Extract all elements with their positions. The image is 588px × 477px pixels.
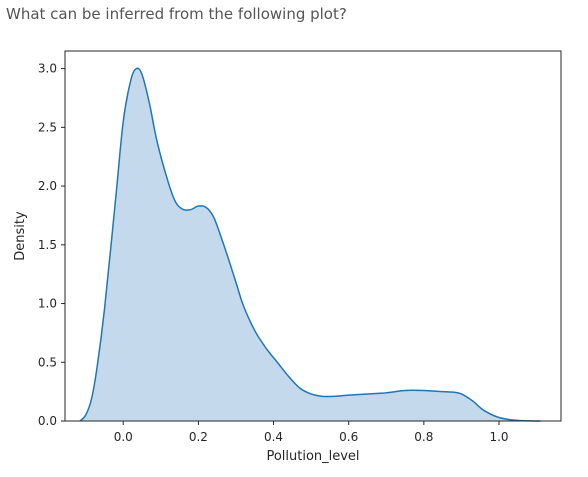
- x-tick-label: 0.4: [264, 430, 283, 444]
- y-axis-label: Density: [13, 211, 28, 261]
- x-tick-label: 0.2: [189, 430, 208, 444]
- density-curve-line: [79, 67, 541, 422]
- x-tick-label: 0.8: [414, 430, 433, 444]
- plot-area: [79, 67, 541, 422]
- x-tick-label: 0.0: [114, 430, 133, 444]
- x-axis-ticks: 0.0 0.2 0.4 0.6 0.8 1.0: [114, 421, 509, 444]
- y-tick-label: 2.0: [38, 179, 57, 193]
- plot-frame: [64, 50, 562, 422]
- x-tick-label: 1.0: [489, 430, 508, 444]
- y-axis-ticks: 0.0 0.5 1.0 1.5 2.0 2.5 3.0: [38, 62, 65, 428]
- y-tick-label: 3.0: [38, 62, 57, 76]
- y-tick-label: 0.0: [38, 414, 57, 428]
- y-tick-label: 1.0: [38, 297, 57, 311]
- x-axis-label: Pollution_level: [266, 449, 359, 464]
- question-text: What can be inferred from the following …: [6, 5, 347, 23]
- y-tick-label: 2.5: [38, 120, 57, 134]
- x-tick-label: 0.6: [339, 430, 358, 444]
- y-tick-label: 0.5: [38, 355, 57, 369]
- y-tick-label: 1.5: [38, 238, 57, 252]
- density-area-fill: [80, 68, 541, 422]
